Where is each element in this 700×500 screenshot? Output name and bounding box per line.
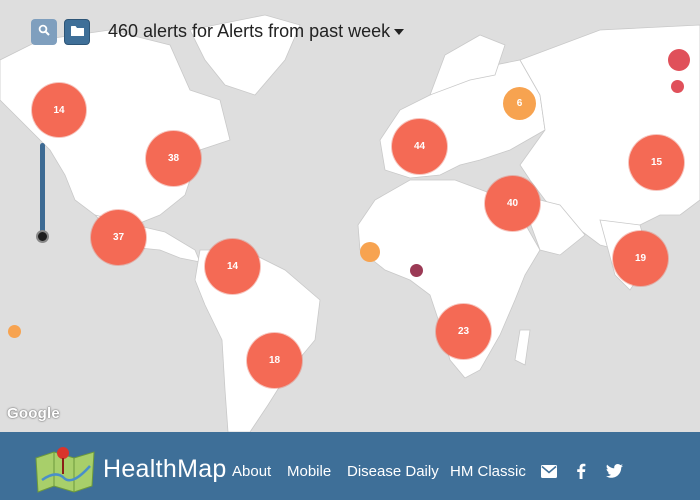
cluster-mexico[interactable]: 37 [91,210,146,265]
zoom-slider-track[interactable] [40,143,45,238]
cluster-middle-east[interactable]: 40 [485,176,540,231]
cluster-count: 38 [167,153,180,164]
nav-mobile-link[interactable]: Mobile [287,463,332,480]
search-icon [38,23,50,41]
cluster-eastern-us[interactable]: 38 [146,131,201,186]
cluster-count: 14 [53,104,65,116]
brand-name[interactable]: HealthMap [103,455,227,483]
marker-dot-far-east-1[interactable] [668,49,690,71]
cluster-count: 6 [516,98,523,109]
cluster-count: 37 [112,232,125,243]
zoom-slider-handle[interactable] [36,230,49,243]
cluster-count: 23 [457,326,470,337]
cluster-count: 14 [226,261,239,272]
facebook-icon[interactable] [576,463,586,484]
healthmap-logo-icon[interactable] [34,444,96,499]
google-attribution[interactable]: Google [7,405,60,422]
cluster-count: 15 [650,157,663,168]
nav-disease-daily-link[interactable]: Disease Daily [347,463,439,480]
cluster-southern-africa[interactable]: 23 [436,304,491,359]
marker-dot-west-africa[interactable] [360,242,380,262]
search-button[interactable] [31,19,57,45]
alerts-title: 460 alerts for Alerts from past week [108,21,391,41]
folder-icon [70,23,84,41]
email-icon[interactable] [541,465,557,483]
marker-dot-far-east-2[interactable] [671,80,684,93]
alerts-filter-dropdown[interactable]: 460 alerts for Alerts from past week [108,21,405,42]
cluster-russia[interactable]: 6 [503,87,536,120]
cluster-venezuela[interactable]: 14 [205,239,260,294]
cluster-count: 19 [634,253,647,264]
world-map[interactable]: 460 alerts for Alerts from past week 14 … [0,0,700,432]
cluster-northwest-us[interactable]: 14 [32,83,86,137]
caret-down-icon [394,28,405,35]
twitter-icon[interactable] [606,464,623,483]
cluster-count: 18 [268,355,281,366]
marker-dot-nigeria[interactable] [410,264,423,277]
cluster-brazil[interactable]: 18 [247,333,302,388]
folder-button[interactable] [64,19,90,45]
cluster-europe[interactable]: 44 [392,119,447,174]
cluster-count: 44 [413,141,426,152]
nav-hm-classic-link[interactable]: HM Classic [450,463,526,480]
cluster-india[interactable]: 19 [613,231,668,286]
cluster-east-asia[interactable]: 15 [629,135,684,190]
marker-dot-pacific[interactable] [8,325,21,338]
nav-about-link[interactable]: About [232,463,272,480]
cluster-count: 40 [506,198,519,209]
